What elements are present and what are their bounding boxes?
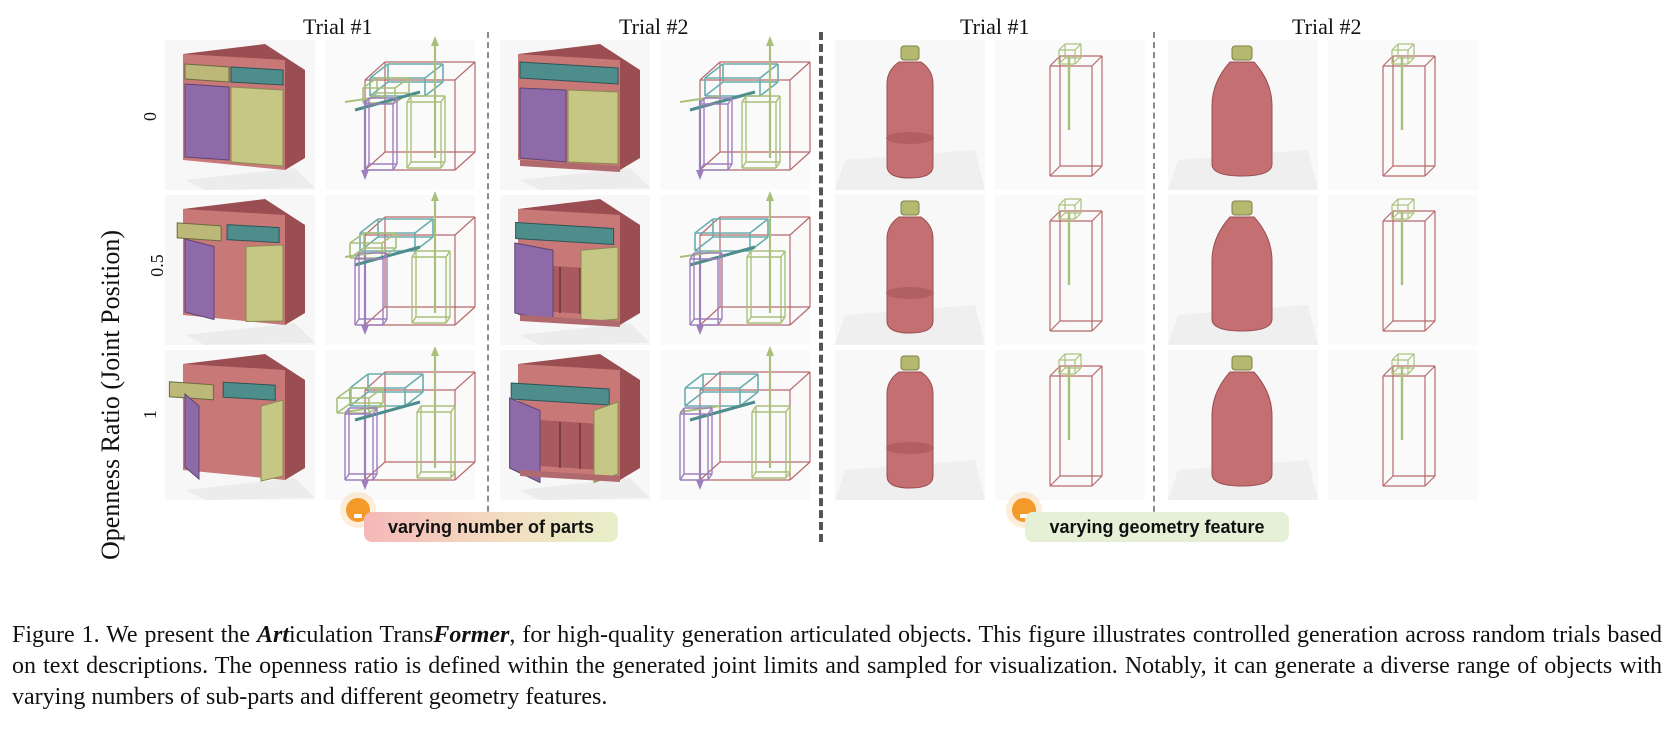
header-trial-2-cabinet: Trial #2 <box>619 14 689 39</box>
bottle-render <box>835 350 985 500</box>
wire-cab-render <box>325 36 476 190</box>
figure-cell-wire-bottle-v1-row1 <box>995 195 1145 345</box>
row-label-1: 1 <box>140 410 160 419</box>
divider-cabinet-bottle <box>819 32 823 542</box>
header-trial-2-bottle: Trial #2 <box>1292 14 1362 39</box>
wire-bottle-render <box>1328 350 1478 500</box>
divider-bottle-trials <box>1153 32 1155 542</box>
row-label-0: 0 <box>140 112 160 121</box>
caption-bold-art: Art <box>257 622 290 648</box>
figure-cell-wire-bottle-v1-row2 <box>995 350 1145 500</box>
figure-cell-cabinet-v2-row1 <box>500 195 650 345</box>
figure-cell-wire-cab-v1-row1 <box>325 191 476 345</box>
figure-cell-wire-bottle-v2-row2 <box>1328 350 1478 500</box>
cabinet-render <box>165 350 315 500</box>
figure-cell-bottle-v2-row0 <box>1168 40 1318 190</box>
wire-cab-render <box>660 346 811 500</box>
cabinet-render <box>165 40 315 190</box>
cabinet-render <box>500 195 650 345</box>
wire-cab-render <box>325 346 476 500</box>
divider-cabinet-trials <box>487 32 489 542</box>
figure-cell-wire-bottle-v2-row0 <box>1328 40 1478 190</box>
figure-cell-bottle-v1-row2 <box>835 350 985 500</box>
header-trial-1-bottle: Trial #1 <box>960 14 1030 39</box>
figure-cell-wire-cab-v2-row1 <box>660 191 811 345</box>
badge-varying-geometry: varying geometry feature <box>1025 512 1289 542</box>
caption-rest: , for high-quality generation articulate… <box>12 622 1663 710</box>
header-trial-1-cabinet: Trial #1 <box>303 14 373 39</box>
caption-prefix: Figure 1. We present the <box>12 622 258 648</box>
figure-cell-bottle-v2-row1 <box>1168 195 1318 345</box>
caption-mid: iculation Trans <box>289 622 434 648</box>
figure-cell-wire-bottle-v2-row1 <box>1328 195 1478 345</box>
cabinet-render <box>500 40 650 190</box>
wire-bottle-render <box>995 350 1145 500</box>
figure-cell-cabinet-v2-row0 <box>500 40 650 190</box>
figure-cell-wire-bottle-v1-row0 <box>995 40 1145 190</box>
figure-cell-cabinet-v1-row0 <box>165 40 315 190</box>
cabinet-render <box>165 195 315 345</box>
figure-cell-cabinet-v2-row2 <box>500 350 650 500</box>
wire-bottle-render <box>995 40 1145 190</box>
figure-cell-wire-cab-v1-row0 <box>325 36 476 190</box>
wire-bottle-render <box>1328 40 1478 190</box>
bottle-render <box>1168 350 1318 500</box>
y-axis-label: Openness Ratio (Joint Position) <box>96 229 125 560</box>
wire-bottle-render <box>995 195 1145 345</box>
wire-cab-render <box>325 191 476 345</box>
figure-cell-wire-cab-v2-row0 <box>660 36 811 190</box>
figure-cell-wire-cab-v1-row2 <box>325 346 476 500</box>
wire-cab-render <box>660 191 811 345</box>
figure-cell-cabinet-v1-row1 <box>165 195 315 345</box>
bottle-render <box>1168 40 1318 190</box>
figure-cell-bottle-v2-row2 <box>1168 350 1318 500</box>
cabinet-render <box>500 350 650 500</box>
figure-caption: Figure 1. We present the Articulation Tr… <box>12 620 1662 713</box>
figure-cell-wire-cab-v2-row2 <box>660 346 811 500</box>
wire-cab-render <box>660 36 811 190</box>
bottle-render <box>835 40 985 190</box>
figure-cell-bottle-v1-row0 <box>835 40 985 190</box>
badge-varying-parts: varying number of parts <box>364 512 618 542</box>
figure-cell-bottle-v1-row1 <box>835 195 985 345</box>
figure-cell-cabinet-v1-row2 <box>165 350 315 500</box>
bottle-render <box>835 195 985 345</box>
wire-bottle-render <box>1328 195 1478 345</box>
caption-bold-former: Former <box>433 622 510 648</box>
bottle-render <box>1168 195 1318 345</box>
